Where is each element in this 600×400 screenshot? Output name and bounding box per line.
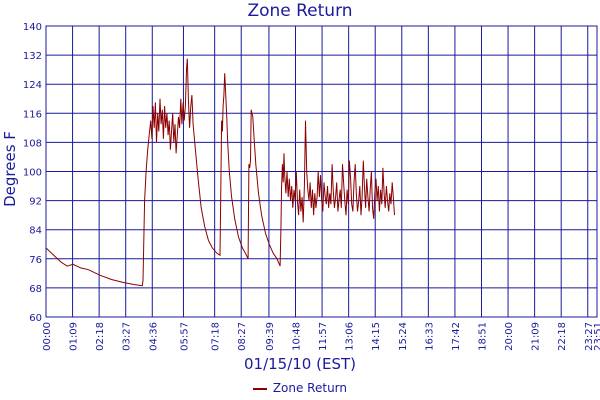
y-tick-label: 108 — [23, 138, 42, 149]
x-tick-label: 23:51 — [593, 322, 600, 351]
x-tick-label: 10:48 — [292, 322, 303, 351]
x-axis-label: 01/15/10 (EST) — [243, 355, 356, 373]
x-tick-label: 08:27 — [237, 322, 248, 351]
y-tick-label: 116 — [23, 109, 42, 120]
x-tick-label: 21:09 — [531, 322, 542, 351]
x-tick-label: 16:33 — [424, 322, 435, 351]
y-tick-label: 124 — [23, 80, 42, 91]
series-layer — [45, 58, 395, 287]
x-tick-label: 01:09 — [69, 322, 80, 351]
series-line — [45, 58, 395, 287]
x-tick-label: 02:18 — [95, 322, 106, 351]
x-tick-labels: 00:00 01:09 02:18 03:27 04:36 05:57 07:18 08:27… — [42, 322, 600, 351]
x-tick-label: 04:36 — [148, 322, 159, 351]
y-tick-label: 68 — [29, 284, 42, 295]
x-tick-label: 00:00 — [42, 322, 53, 351]
x-tick-label: 22:18 — [557, 322, 568, 351]
x-tick-label: 05:57 — [179, 322, 190, 351]
y-tick-label: 100 — [23, 168, 42, 179]
y-tick-label: 140 — [23, 22, 42, 33]
y-tick-label: 84 — [29, 226, 42, 237]
x-tick-label: 14:15 — [371, 322, 382, 351]
x-tick-label: 23:27 — [584, 322, 595, 351]
chart-title: Zone Return — [247, 1, 353, 21]
x-tick-label: 11:57 — [318, 322, 329, 351]
grid-layer — [45, 25, 598, 318]
y-tick-label: 60 — [29, 313, 42, 324]
y-tick-labels: 60 68 76 84 92 100 108 116 124 132 140 — [23, 22, 42, 324]
legend-label: Zone Return — [272, 381, 347, 395]
x-tick-label: 17:42 — [451, 322, 462, 351]
plot-frame — [45, 25, 598, 318]
legend: Zone Return — [0, 381, 600, 395]
x-tick-label: 15:24 — [398, 322, 409, 351]
x-tick-label: 20:00 — [504, 322, 515, 351]
x-tick-label: 07:18 — [211, 322, 222, 351]
y-tick-label: 92 — [29, 197, 42, 208]
legend-swatch — [252, 387, 267, 390]
x-tick-label: 18:51 — [477, 322, 488, 351]
x-tick-label: 03:27 — [122, 322, 133, 351]
x-tick-label: 13:06 — [345, 322, 356, 351]
y-tick-label: 76 — [29, 255, 42, 266]
x-tick-label: 09:39 — [265, 322, 276, 351]
y-tick-label: 132 — [23, 51, 42, 62]
